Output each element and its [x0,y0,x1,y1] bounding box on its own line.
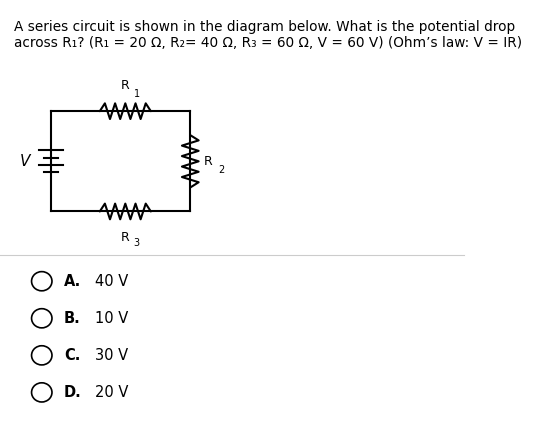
Text: C.: C. [64,348,80,363]
Text: R: R [121,231,130,244]
Text: A series circuit is shown in the diagram below. What is the potential drop: A series circuit is shown in the diagram… [14,20,515,34]
Text: 20 V: 20 V [95,385,129,400]
Text: R: R [203,155,212,168]
Text: V: V [20,154,30,169]
Text: 10 V: 10 V [95,311,128,326]
Text: 3: 3 [134,238,140,248]
Text: B.: B. [64,311,81,326]
Text: across R₁? (R₁ = 20 Ω, R₂= 40 Ω, R₃ = 60 Ω, V = 60 V) (Ohm’s law: V = IR): across R₁? (R₁ = 20 Ω, R₂= 40 Ω, R₃ = 60… [14,36,522,50]
Text: 30 V: 30 V [95,348,128,363]
Text: 40 V: 40 V [95,274,128,289]
Text: R: R [121,78,130,92]
Text: D.: D. [64,385,82,400]
Text: 2: 2 [218,165,224,175]
Text: A.: A. [64,274,81,289]
Text: 1: 1 [134,89,140,99]
